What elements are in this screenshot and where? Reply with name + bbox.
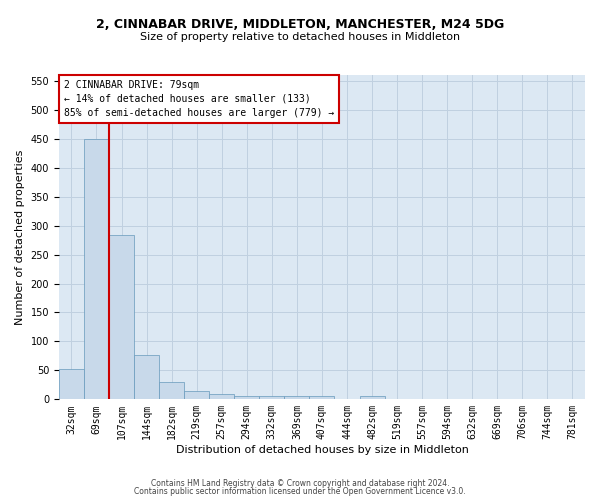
Bar <box>134 354 159 400</box>
Bar <box>59 368 84 400</box>
Bar <box>234 396 259 400</box>
Text: Size of property relative to detached houses in Middleton: Size of property relative to detached ho… <box>140 32 460 42</box>
Text: Contains HM Land Registry data © Crown copyright and database right 2024.: Contains HM Land Registry data © Crown c… <box>151 478 449 488</box>
Bar <box>84 138 109 400</box>
Bar <box>310 396 334 400</box>
Bar <box>284 396 310 400</box>
Bar <box>259 396 284 400</box>
Bar <box>209 394 234 400</box>
X-axis label: Distribution of detached houses by size in Middleton: Distribution of detached houses by size … <box>176 445 469 455</box>
Text: 2 CINNABAR DRIVE: 79sqm
← 14% of detached houses are smaller (133)
85% of semi-d: 2 CINNABAR DRIVE: 79sqm ← 14% of detache… <box>64 80 334 118</box>
Bar <box>109 236 134 400</box>
Bar <box>184 391 209 400</box>
Text: Contains public sector information licensed under the Open Government Licence v3: Contains public sector information licen… <box>134 487 466 496</box>
Bar <box>159 382 184 400</box>
Y-axis label: Number of detached properties: Number of detached properties <box>15 150 25 325</box>
Text: 2, CINNABAR DRIVE, MIDDLETON, MANCHESTER, M24 5DG: 2, CINNABAR DRIVE, MIDDLETON, MANCHESTER… <box>96 18 504 30</box>
Bar <box>359 396 385 400</box>
